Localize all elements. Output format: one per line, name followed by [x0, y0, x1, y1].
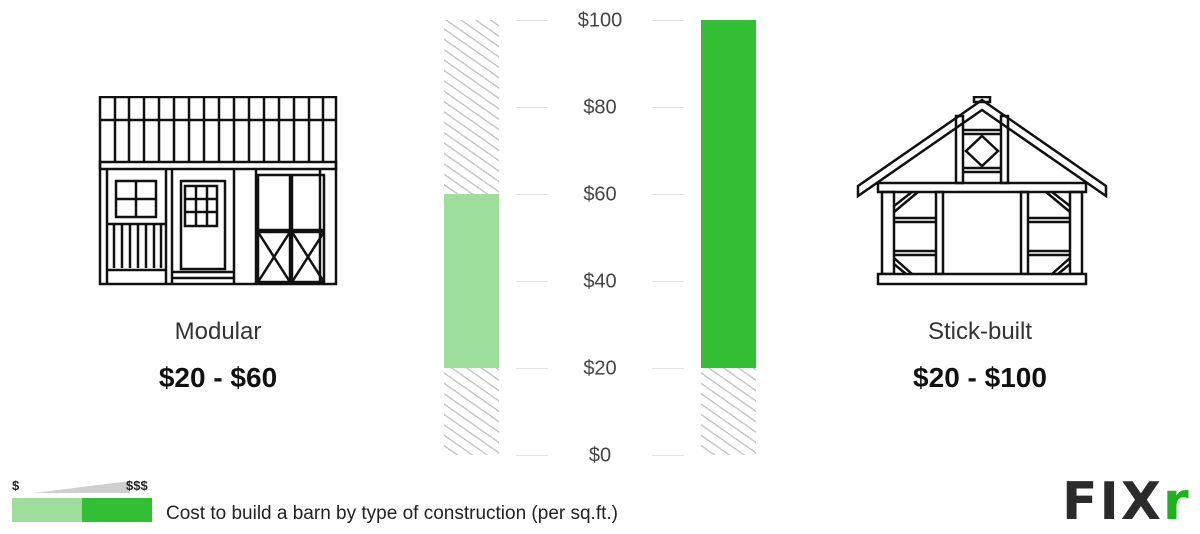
- gridline: [652, 281, 684, 282]
- gridline: [516, 368, 548, 369]
- stick-built-track-lower: [701, 368, 756, 455]
- chart-area: $100 $80 $60 $40 $20 $0: [444, 9, 756, 467]
- cost-scale-wedge-icon: [34, 481, 130, 493]
- legend-swatch-light: [12, 498, 82, 522]
- logo-text: FIX: [1062, 472, 1163, 532]
- legend-low-label: $: [12, 478, 20, 493]
- y-tick-label: $80: [583, 96, 617, 119]
- gridline: [516, 281, 548, 282]
- gridline: [516, 107, 548, 108]
- category-range-modular: $20 - $60: [158, 362, 278, 393]
- gridline: [516, 455, 548, 456]
- y-tick-label: $0: [588, 444, 612, 467]
- gridline: [652, 368, 684, 369]
- legend-caption: Cost to build a barn by type of construc…: [166, 503, 619, 524]
- modular-track-lower: [444, 368, 499, 455]
- modular-bar[interactable]: [444, 194, 499, 368]
- legend-swatch-dark: [82, 498, 152, 522]
- gridline: [516, 20, 548, 21]
- stick-built-frame-icon: [856, 95, 1108, 286]
- modular-track-upper: [444, 20, 499, 194]
- gridline: [652, 455, 684, 456]
- y-tick-label: $20: [583, 357, 617, 380]
- category-range-stick-built: $20 - $100: [913, 362, 1047, 393]
- modular-barn-icon: [98, 95, 338, 286]
- gridline: [652, 20, 684, 21]
- gridline: [516, 194, 548, 195]
- category-name-stick-built: Stick-built: [927, 318, 1033, 345]
- y-tick-label: $100: [577, 9, 623, 32]
- logo-accent: r: [1162, 472, 1191, 532]
- stick-built-bar[interactable]: [701, 20, 756, 368]
- gridline: [652, 194, 684, 195]
- legend: $ $$$ Cost to build a barn by type of co…: [12, 478, 692, 528]
- category-name-modular: Modular: [174, 318, 262, 345]
- gridline: [652, 107, 684, 108]
- legend-high-label: $$$: [126, 478, 148, 493]
- y-tick-label: $60: [583, 183, 617, 206]
- fixr-logo: FIXr: [1062, 476, 1191, 528]
- y-tick-label: $40: [583, 270, 617, 293]
